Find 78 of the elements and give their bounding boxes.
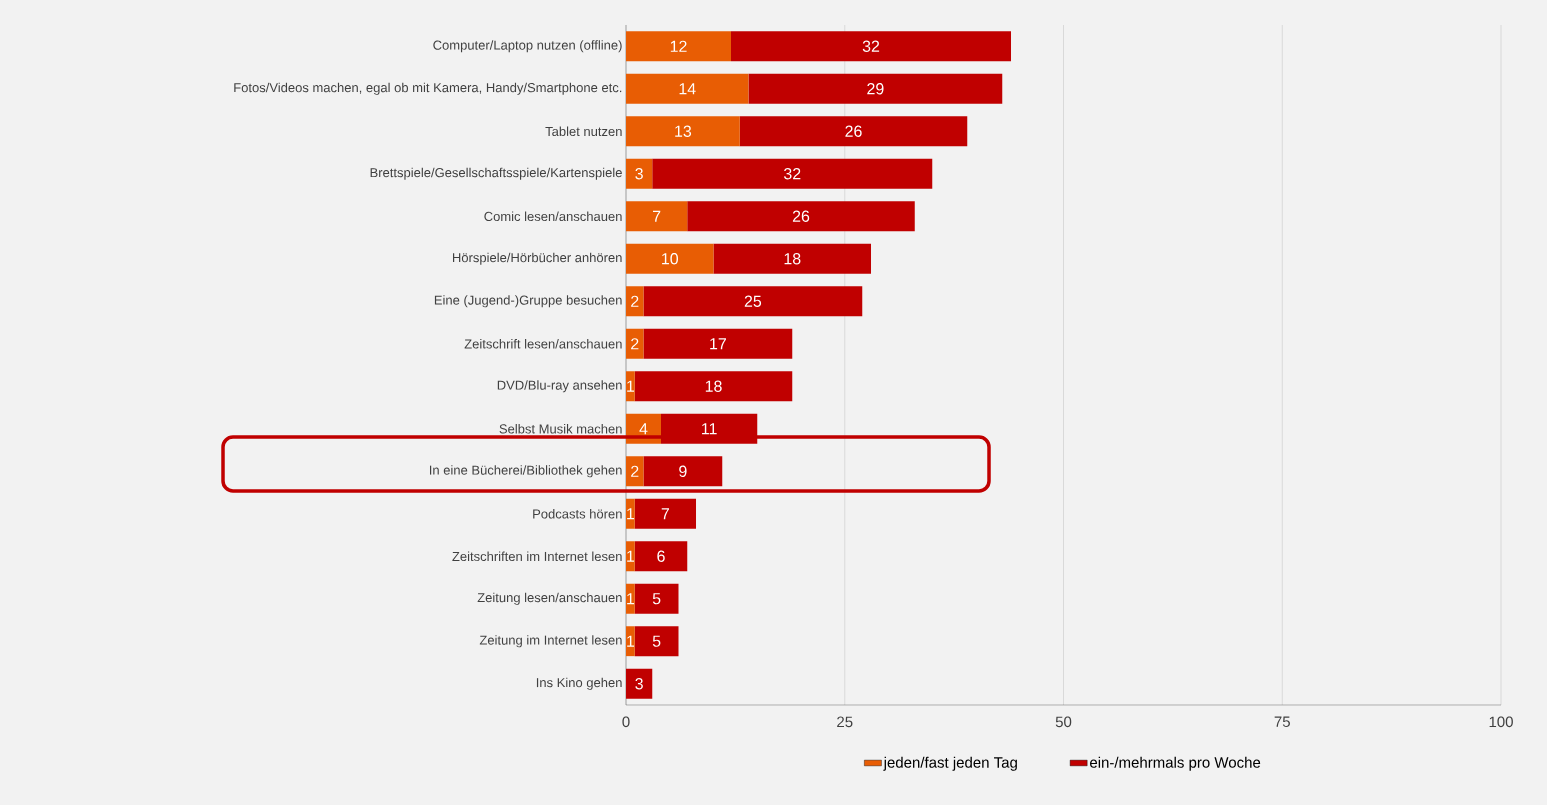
y-tick-label: Zeitschriften im Internet lesen (452, 551, 622, 562)
bar (626, 201, 688, 232)
data-label: 2 (631, 295, 639, 307)
data-label: 3 (635, 168, 643, 180)
data-label: 7 (653, 210, 661, 222)
data-label: 18 (784, 253, 801, 265)
y-tick-label: In eine Bücherei/Bibliothek gehen (429, 465, 622, 478)
y-tick-label: Fotos/Videos machen, egal ob mit Kamera, Handy/Smartphone etc. (234, 82, 622, 95)
data-label: 2 (631, 338, 639, 350)
y-tick-label: Tablet nutzen (545, 126, 622, 137)
bar (643, 286, 863, 317)
bar (626, 31, 732, 62)
x-tick-label: 0 (622, 716, 630, 728)
data-label: 1 (627, 593, 635, 605)
y-tick-label: Comic lesen/anschauen (484, 211, 622, 222)
y-tick-label: Ins Kino gehen (536, 677, 622, 690)
y-tick-label: Zeitschrift lesen/anschauen (464, 338, 622, 349)
x-tick-label: 75 (1274, 716, 1290, 727)
bar (634, 498, 697, 529)
bar (652, 158, 933, 189)
bar (626, 116, 740, 147)
bar (626, 243, 714, 274)
y-tick-label: Zeitung im Internet lesen (479, 635, 622, 648)
data-label: 1 (627, 508, 635, 520)
data-label: 5 (652, 593, 661, 605)
x-tick-label: 50 (1055, 716, 1072, 728)
bar (643, 456, 723, 487)
data-label: 2 (631, 465, 639, 477)
bar (626, 73, 749, 104)
data-label: 11 (702, 423, 717, 435)
bar (626, 158, 653, 189)
data-label: 4 (639, 423, 648, 435)
legend-label: ein-/mehrmals pro Woche (1090, 756, 1261, 771)
data-label: 1 (627, 380, 635, 392)
bar (634, 371, 793, 402)
data-label: 26 (845, 125, 862, 137)
bar (739, 116, 968, 147)
data-label: 17 (710, 338, 726, 350)
data-label: 18 (705, 380, 722, 392)
y-tick-label: Podcasts hören (533, 508, 622, 519)
bar (731, 31, 1011, 62)
data-label: 29 (867, 83, 884, 95)
bar (634, 626, 679, 657)
y-tick-label: Computer/Laptop nutzen (offline) (433, 40, 622, 53)
data-label: 13 (675, 125, 692, 137)
bar (634, 541, 688, 572)
bar (687, 201, 915, 232)
data-label: 14 (679, 83, 696, 95)
data-label: 1 (627, 635, 635, 647)
y-tick-label: Hörspiele/Hörbücher anhören (453, 252, 622, 265)
x-tick-label: 100 (1489, 716, 1513, 728)
y-tick-label: Eine (Jugend-)Gruppe besuchen (434, 295, 622, 308)
bar (626, 668, 653, 699)
bar (748, 73, 1003, 104)
bar (643, 328, 793, 359)
data-label: 32 (862, 40, 880, 52)
y-tick-label: Selbst Musik machen (499, 423, 622, 434)
y-tick-label: Zeitung lesen/anschauen (477, 592, 622, 605)
data-label: 12 (670, 40, 687, 52)
data-label: 1 (627, 550, 635, 562)
data-label: 5 (652, 635, 661, 647)
y-tick-label: Brettspiele/Gesellschaftsspiele/Kartenspiele (370, 167, 622, 180)
bar (626, 328, 644, 359)
data-label: 9 (679, 465, 687, 477)
data-label: 10 (662, 253, 679, 265)
data-label: 26 (792, 210, 810, 222)
bar (713, 243, 872, 274)
y-tick-label: DVD/Blu-ray ansehen (497, 380, 622, 393)
data-label: 7 (661, 508, 670, 520)
data-label: 32 (783, 168, 801, 180)
bar (626, 286, 644, 317)
data-label: 25 (744, 295, 762, 307)
data-label: 6 (657, 550, 665, 562)
data-label: 3 (635, 678, 643, 690)
bar (634, 583, 679, 614)
x-tick-label: 25 (837, 716, 853, 728)
legend-label: jeden/fast jeden Tag (883, 756, 1017, 771)
bar (626, 456, 644, 487)
